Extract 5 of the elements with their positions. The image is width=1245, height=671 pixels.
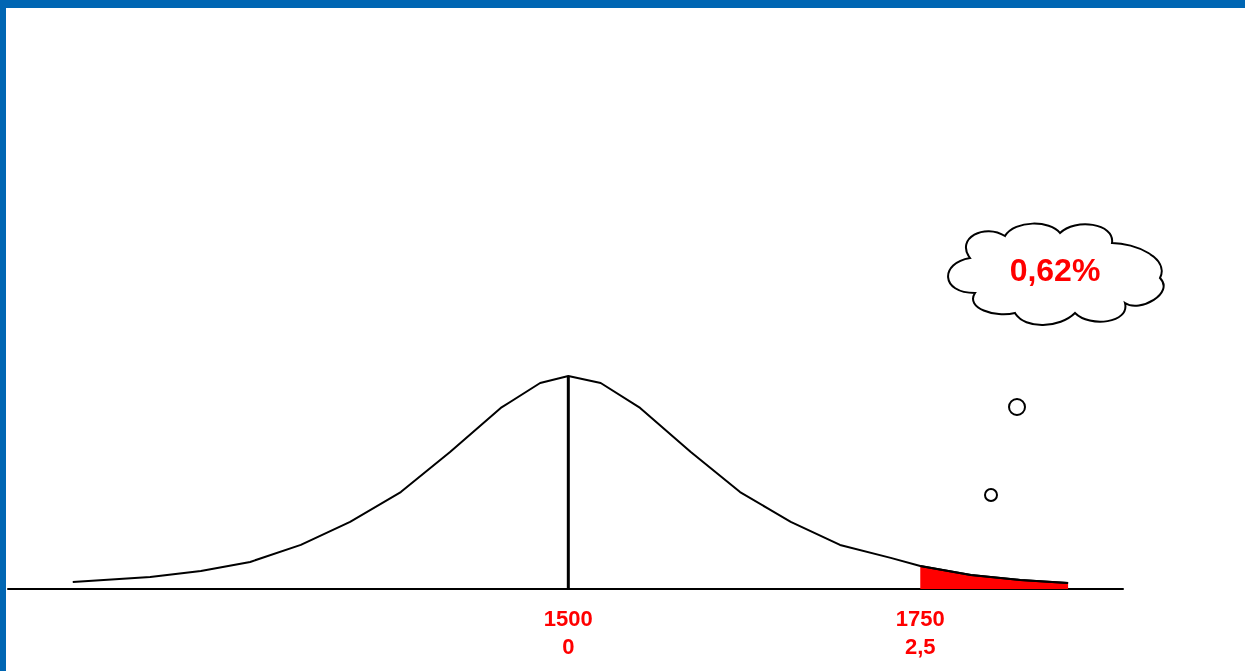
x2-tick-label: 0 — [562, 633, 575, 659]
x-tick-label: 1750 — [895, 605, 945, 631]
x-tick-label: 1500 — [543, 605, 593, 631]
text: 0,62% — [1008, 251, 1102, 290]
x2-tick-label: 2,5 — [904, 633, 936, 659]
